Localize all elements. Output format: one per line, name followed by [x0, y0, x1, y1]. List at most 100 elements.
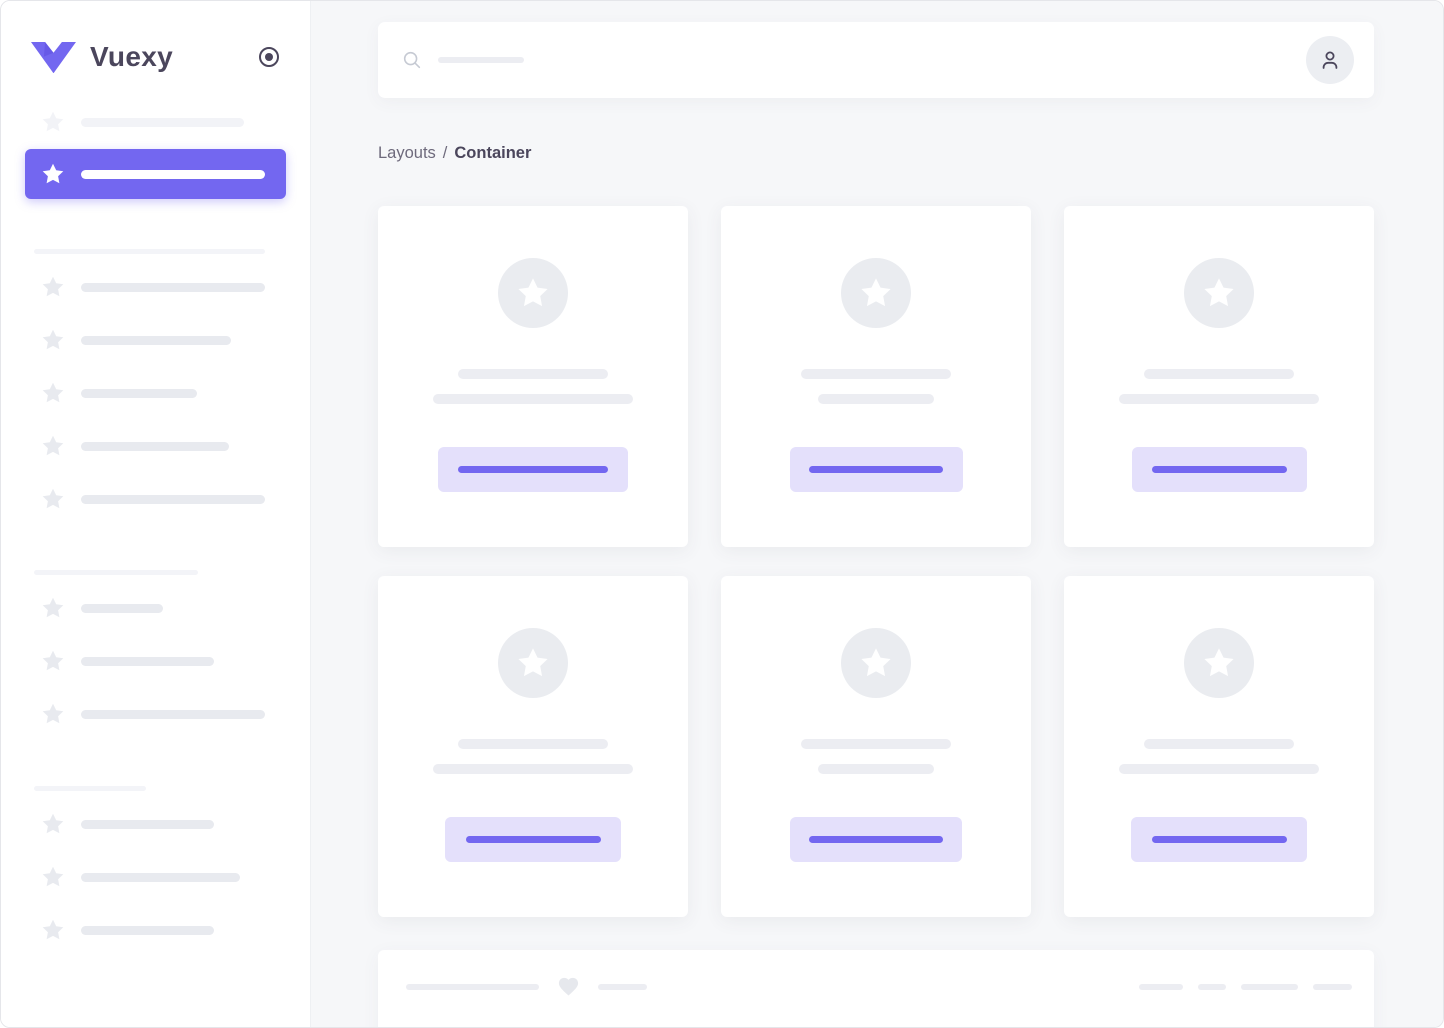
- footer-links: [1139, 983, 1352, 990]
- content-card: [721, 576, 1031, 917]
- star-badge: [841, 628, 911, 698]
- star-icon: [41, 434, 65, 458]
- star-icon: [41, 865, 65, 889]
- star-icon: [1202, 276, 1236, 310]
- star-icon: [859, 646, 893, 680]
- star-badge: [1184, 628, 1254, 698]
- breadcrumb-link-layouts[interactable]: Layouts: [378, 144, 436, 162]
- brand-title: Vuexy: [90, 41, 173, 72]
- star-icon: [516, 646, 550, 680]
- card-action-button[interactable]: [789, 447, 963, 492]
- skeleton-button-label: [1151, 466, 1287, 473]
- card-action-button[interactable]: [790, 817, 962, 862]
- sidebar-item[interactable]: [25, 275, 286, 299]
- sidebar-item[interactable]: [25, 328, 286, 352]
- sidebar-section-separator: [34, 249, 265, 254]
- star-badge: [498, 258, 568, 328]
- skeleton-text-line: [818, 394, 934, 404]
- star-icon: [1202, 646, 1236, 680]
- star-icon: [41, 596, 65, 620]
- card-action-button[interactable]: [445, 817, 621, 862]
- skeleton-text-line: [1144, 739, 1294, 749]
- sidebar-item[interactable]: [25, 487, 286, 511]
- star-icon: [41, 328, 65, 352]
- main-content: Layouts / Container: [311, 1, 1443, 1027]
- star-icon: [41, 918, 65, 942]
- search-placeholder-bar: [438, 57, 524, 63]
- star-icon: [41, 812, 65, 836]
- sidebar-item[interactable]: [25, 381, 286, 405]
- brand: Vuexy: [31, 41, 281, 74]
- star-icon: [41, 702, 65, 726]
- star-badge: [1184, 258, 1254, 328]
- search-bar[interactable]: [378, 22, 1374, 98]
- skeleton-text-bar: [406, 983, 539, 990]
- skeleton-label-bar: [81, 656, 214, 666]
- vuexy-logo-icon: [31, 42, 76, 74]
- content-card: [1064, 576, 1374, 917]
- sidebar-item[interactable]: [25, 434, 286, 458]
- skeleton-text-line: [458, 369, 608, 379]
- skeleton-label-bar: [81, 117, 244, 127]
- card-action-button[interactable]: [1131, 447, 1307, 492]
- footer-row: [406, 974, 1352, 999]
- star-badge: [841, 258, 911, 328]
- sidebar-item[interactable]: [25, 918, 286, 942]
- skeleton-label-bar: [81, 441, 229, 451]
- footer-left: [406, 975, 647, 998]
- breadcrumb: Layouts / Container: [378, 144, 1374, 163]
- skeleton-link-bar: [1313, 983, 1352, 990]
- sidebar-section-separator: [34, 570, 198, 575]
- sidebar-item[interactable]: [25, 649, 286, 673]
- card-action-button[interactable]: [1131, 817, 1307, 862]
- skeleton-label-bar: [81, 709, 265, 719]
- skeleton-button-label: [465, 836, 601, 843]
- skeleton-text-bar: [598, 983, 647, 990]
- sidebar: Vuexy: [1, 1, 311, 1027]
- skeleton-label-bar: [81, 925, 214, 935]
- star-icon: [41, 275, 65, 299]
- cards-grid: [378, 206, 1374, 917]
- skeleton-label-bar: [81, 872, 240, 882]
- heart-icon: [556, 975, 581, 998]
- breadcrumb-separator: /: [442, 144, 448, 162]
- breadcrumb-current: Container: [454, 144, 532, 162]
- sidebar-item[interactable]: [25, 812, 286, 836]
- card-action-button[interactable]: [438, 447, 628, 492]
- skeleton-label-bar: [81, 282, 265, 292]
- skeleton-button-label: [458, 466, 608, 473]
- skeleton-button-label: [1151, 836, 1287, 843]
- skeleton-label-bar: [81, 494, 265, 504]
- sidebar-item[interactable]: [25, 865, 286, 889]
- skeleton-link-bar: [1241, 983, 1298, 990]
- star-icon: [41, 162, 65, 186]
- skeleton-text-line: [1119, 764, 1319, 774]
- star-icon: [41, 381, 65, 405]
- skeleton-label-bar: [81, 388, 197, 398]
- skeleton-label-bar: [81, 819, 214, 829]
- skeleton-text-line: [1119, 394, 1319, 404]
- star-icon: [516, 276, 550, 310]
- sidebar-section-separator: [34, 786, 146, 791]
- star-icon: [859, 276, 893, 310]
- content-card: [378, 206, 688, 547]
- sidebar-item[interactable]: [25, 596, 286, 620]
- skeleton-label-bar: [81, 335, 231, 345]
- skeleton-label-bar: [81, 603, 163, 613]
- skeleton-button-label: [809, 466, 943, 473]
- star-icon: [41, 110, 65, 134]
- skeleton-text-line: [801, 369, 951, 379]
- skeleton-text-line: [1144, 369, 1294, 379]
- user-avatar[interactable]: [1306, 36, 1354, 84]
- menu-pin-toggle-icon[interactable]: [257, 45, 281, 69]
- sidebar-item[interactable]: [25, 110, 286, 134]
- star-badge: [498, 628, 568, 698]
- skeleton-link-bar: [1198, 983, 1226, 990]
- skeleton-text-line: [801, 739, 951, 749]
- sidebar-item[interactable]: [25, 702, 286, 726]
- skeleton-text-line: [433, 394, 633, 404]
- skeleton-text-line: [433, 764, 633, 774]
- skeleton-text-line: [458, 739, 608, 749]
- sidebar-item-active[interactable]: [25, 149, 286, 199]
